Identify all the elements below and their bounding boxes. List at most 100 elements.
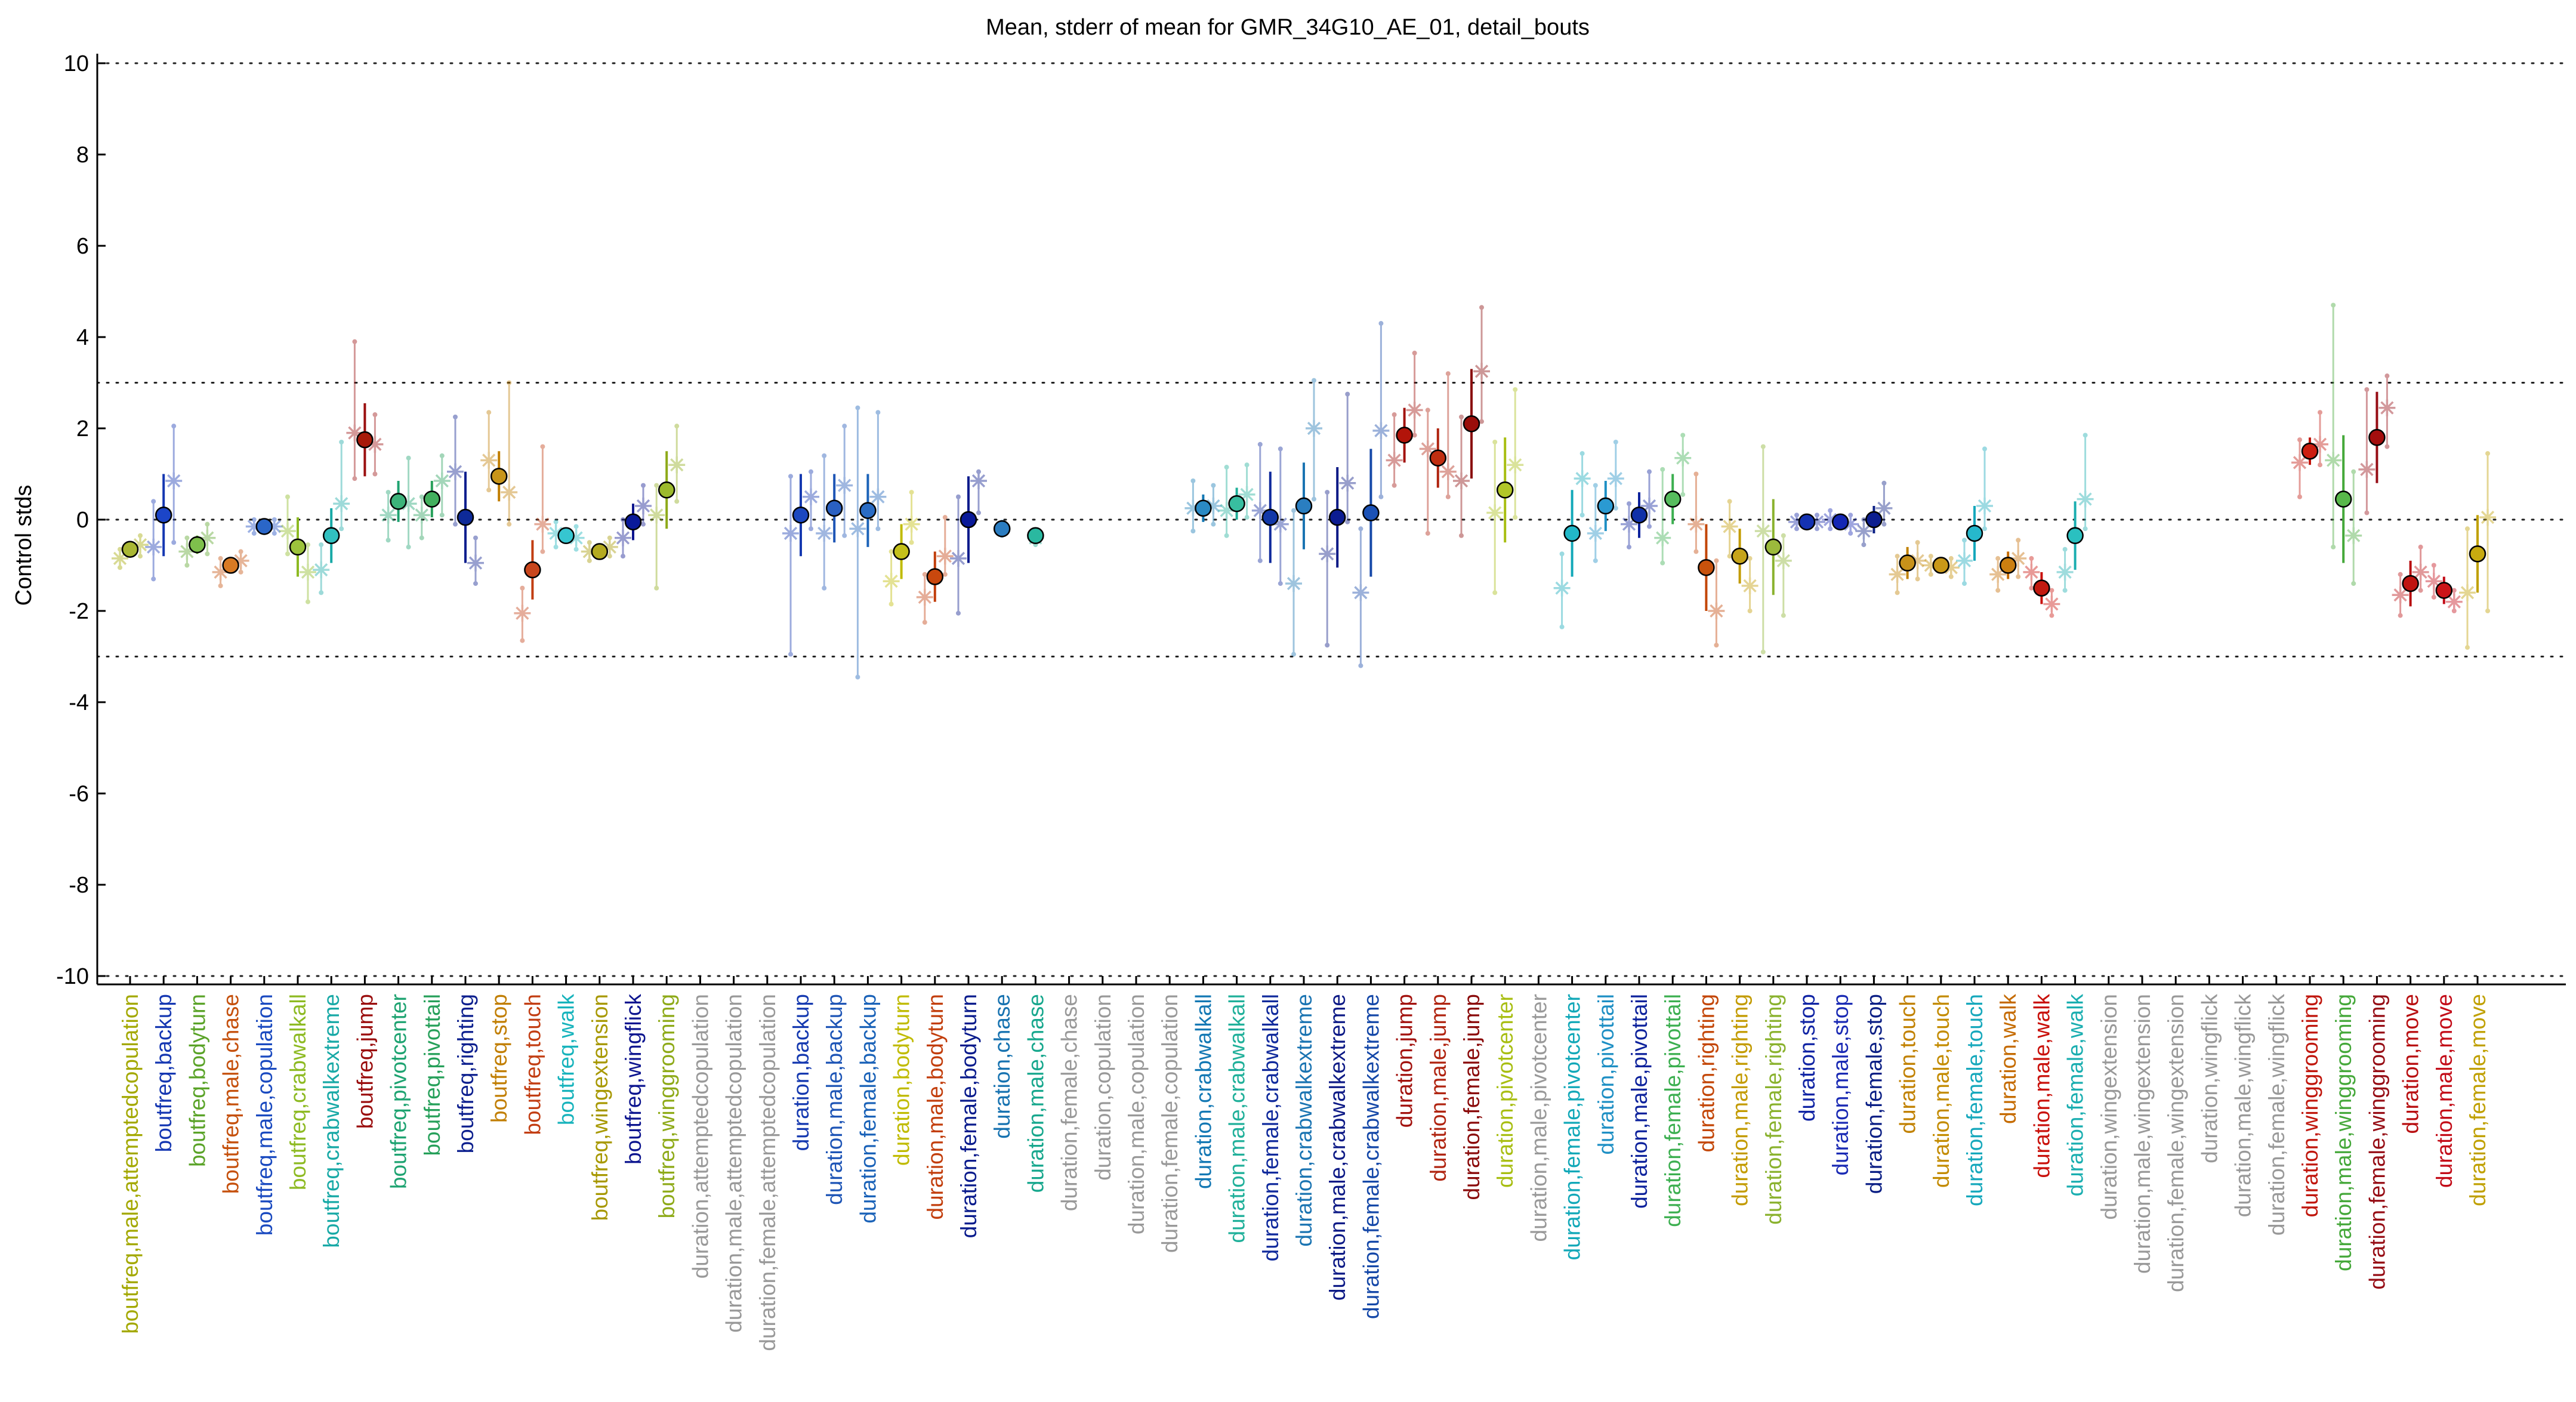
replicate-star: [1488, 506, 1502, 520]
replicate-star: [200, 531, 214, 545]
x-tick-label: duration,righting: [1694, 994, 1719, 1152]
mean-marker: [1597, 497, 1615, 515]
replicate-end-dot: [406, 544, 411, 549]
x-tick-label: duration,attemptedcopulation: [688, 994, 712, 1279]
replicate-star: [1354, 586, 1368, 600]
replicate-star: [1374, 424, 1388, 437]
y-tick-label: -10: [56, 964, 89, 989]
replicate-end-dot: [1794, 512, 1799, 518]
x-tick-label: duration,male,pivotcenter: [1526, 994, 1551, 1242]
mean-marker: [490, 468, 508, 485]
replicate-end-dot: [2351, 581, 2356, 586]
replicate-end-dot: [1559, 551, 1565, 557]
replicate-end-dot: [1459, 414, 1464, 419]
replicate-end-dot: [573, 524, 579, 529]
replicate-star: [905, 517, 918, 531]
replicate-end-dot: [372, 412, 378, 418]
replicate-end-dot: [1962, 581, 1967, 586]
replicate-star: [1474, 365, 1489, 378]
replicate-star: [1977, 499, 1992, 513]
mean-marker: [792, 507, 810, 524]
replicate-star: [1877, 501, 1891, 515]
replicate-star: [851, 522, 865, 536]
replicate-end-dot: [1459, 533, 1464, 538]
feature-marks: [2023, 556, 2060, 618]
replicate-star: [402, 497, 415, 511]
x-tick-label: duration,female,bodyturn: [957, 994, 981, 1238]
replicate: [1473, 305, 1490, 424]
replicate-end-dot: [2485, 609, 2490, 613]
feature-marks: [1621, 469, 1658, 549]
replicate-star: [1387, 453, 1401, 467]
x-tick-label: duration,male,crabwalkall: [1225, 994, 1250, 1243]
replicate: [1989, 556, 2007, 593]
y-tick-label: 2: [76, 416, 89, 441]
replicate-end-dot: [1915, 576, 1920, 582]
replicate-end-dot: [1781, 613, 1786, 618]
x-tick-label: boutfreq,bodyturn: [185, 994, 209, 1167]
replicate-end-dot: [205, 521, 210, 527]
replicate: [2043, 588, 2060, 618]
mean-marker: [356, 431, 374, 449]
replicate-end-dot: [976, 510, 981, 515]
replicate: [1607, 439, 1624, 511]
feature-marks: [1889, 540, 1926, 595]
replicate-end-dot: [238, 549, 243, 554]
replicate: [1775, 533, 1792, 618]
replicate-star: [1756, 524, 1770, 538]
replicate: [333, 439, 350, 532]
replicate-end-dot: [2485, 451, 2490, 456]
replicate: [916, 572, 933, 625]
feature-marks: [816, 424, 853, 591]
replicate-end-dot: [1479, 419, 1484, 424]
replicate: [2378, 373, 2396, 449]
replicate-end-dot: [1445, 371, 1451, 376]
replicate-end-dot: [1278, 581, 1283, 586]
replicate-end-dot: [1211, 521, 1216, 527]
replicate-star: [2380, 401, 2394, 415]
replicate-star: [1609, 472, 1622, 486]
replicate: [1754, 444, 1772, 654]
x-tick-label: boutfreq,touch: [520, 994, 545, 1135]
replicate-star: [1911, 554, 1924, 567]
replicate: [2392, 572, 2409, 618]
replicate-end-dot: [1244, 462, 1250, 468]
replicate-star: [783, 526, 798, 541]
replicate: [1306, 378, 1322, 502]
replicate-end-dot: [1278, 446, 1283, 452]
replicate-star: [2025, 565, 2038, 579]
replicate-end-dot: [1693, 471, 1699, 477]
replicate-end-dot: [1378, 494, 1384, 499]
replicate-star: [1723, 520, 1736, 533]
mean-marker: [1999, 557, 2017, 574]
replicate-end-dot: [1325, 643, 1330, 648]
replicate-star: [1689, 517, 1703, 531]
mean-marker: [1463, 415, 1480, 433]
replicate-end-dot: [1579, 512, 1585, 518]
replicate-star: [1756, 524, 1770, 538]
x-tick-label: duration,female,copulation: [1158, 994, 1182, 1253]
replicate-star: [234, 554, 248, 567]
replicate-end-dot: [1727, 554, 1732, 559]
replicate-star: [636, 499, 650, 513]
replicate-star: [448, 465, 462, 478]
replicate-star: [2380, 401, 2394, 415]
x-tick-label: duration,wingextension: [2097, 994, 2121, 1219]
replicate-end-dot: [1412, 433, 1417, 438]
replicate-star: [2447, 595, 2461, 609]
replicate-star: [1354, 586, 1368, 600]
replicate-end-dot: [1915, 540, 1920, 545]
replicate-end-dot: [1627, 501, 1631, 507]
mean-marker: [1496, 481, 1514, 499]
replicate-end-dot: [2297, 437, 2302, 443]
replicate-end-dot: [553, 519, 559, 524]
replicate-star: [2481, 511, 2495, 524]
replicate-star: [918, 590, 931, 604]
x-tick-label: boutfreq,pivottail: [420, 994, 445, 1156]
replicate-star: [1991, 567, 2005, 581]
replicate-star: [1441, 465, 1455, 478]
replicate-end-dot: [909, 490, 914, 495]
mean-marker: [591, 543, 609, 560]
replicate-end-dot: [1828, 526, 1833, 532]
mean-marker: [993, 520, 1011, 538]
